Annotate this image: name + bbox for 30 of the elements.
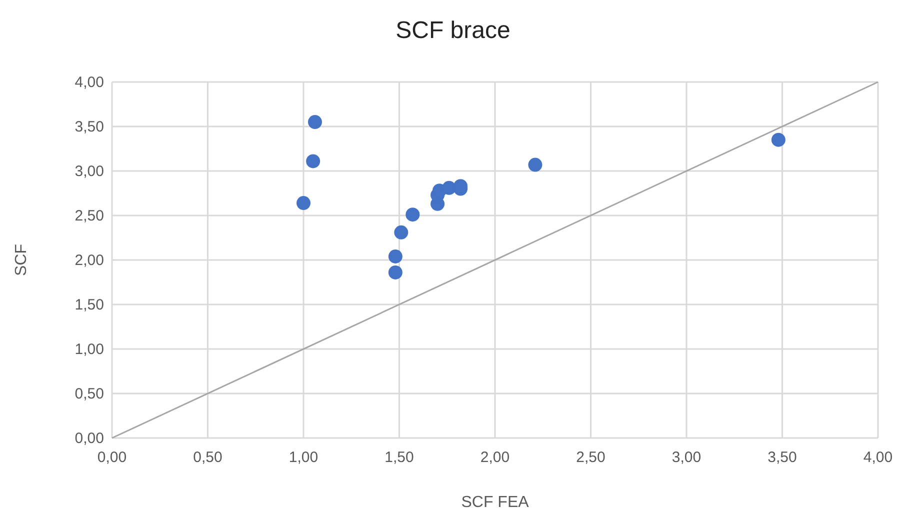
- chart-title: SCF brace: [396, 17, 510, 44]
- y-tick-label: 4,00: [74, 74, 104, 91]
- point: [771, 132, 786, 147]
- x-tick-label: 3,00: [672, 449, 702, 466]
- point: [394, 225, 408, 240]
- x-tick-label: 2,50: [576, 449, 606, 466]
- x-tick-label: 1,00: [288, 449, 318, 466]
- y-tick-label: 3,00: [74, 163, 104, 180]
- x-tick-label: 3,50: [768, 449, 797, 466]
- x-tick-label: 0,50: [193, 449, 222, 466]
- point: [388, 249, 402, 264]
- y-tick-label: 1,00: [74, 341, 104, 358]
- point: [306, 154, 320, 168]
- y-tick-label: 1,50: [74, 296, 104, 314]
- y-tick-label: 2,00: [74, 252, 104, 269]
- x-tick-label: 1,50: [384, 449, 414, 466]
- y-tick-label: 0,50: [74, 386, 104, 402]
- x-axis-title: SCF FEA: [461, 494, 530, 511]
- x-tick-label: 2,00: [480, 449, 510, 466]
- y-tick-label: 2,50: [74, 208, 104, 224]
- y-tick-label: 0,00: [74, 430, 104, 447]
- point: [308, 115, 322, 130]
- x-tick-label: 4,00: [863, 449, 893, 466]
- point: [388, 265, 402, 280]
- point: [296, 196, 310, 210]
- point: [406, 208, 420, 222]
- y-axis-title: SCF: [13, 244, 30, 276]
- x-tick-label: 0,00: [97, 449, 127, 466]
- y-tick-label: 3,50: [74, 118, 104, 136]
- point: [528, 158, 542, 172]
